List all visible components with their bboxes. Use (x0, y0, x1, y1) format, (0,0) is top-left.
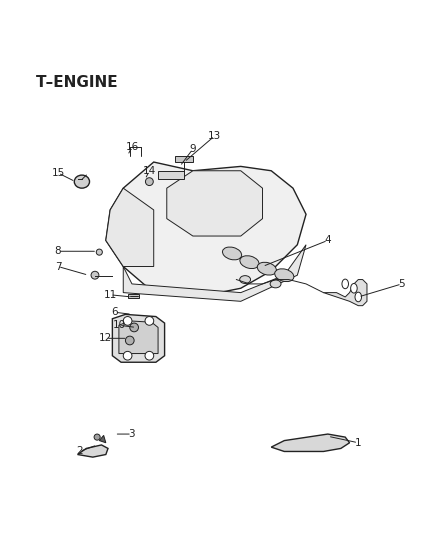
Ellipse shape (355, 292, 361, 302)
Polygon shape (167, 171, 262, 236)
Ellipse shape (145, 177, 153, 185)
Ellipse shape (96, 249, 102, 255)
Circle shape (145, 351, 154, 360)
Polygon shape (99, 435, 106, 443)
Ellipse shape (351, 284, 357, 293)
Polygon shape (106, 188, 154, 266)
Ellipse shape (240, 256, 259, 269)
Polygon shape (106, 162, 306, 297)
Text: 2: 2 (76, 447, 83, 456)
Ellipse shape (270, 280, 281, 288)
Circle shape (123, 317, 132, 325)
Text: 10: 10 (112, 320, 125, 330)
Bar (176, 156, 193, 162)
Text: 15: 15 (51, 168, 64, 178)
Ellipse shape (257, 262, 276, 275)
Ellipse shape (342, 279, 349, 289)
Circle shape (123, 351, 132, 360)
Polygon shape (158, 171, 184, 180)
Polygon shape (78, 445, 108, 457)
Text: 14: 14 (143, 166, 156, 176)
Ellipse shape (94, 434, 100, 440)
Text: 5: 5 (399, 279, 405, 289)
Ellipse shape (125, 336, 134, 345)
Text: 1: 1 (355, 438, 362, 448)
Ellipse shape (223, 247, 242, 260)
Text: 3: 3 (129, 429, 135, 439)
Polygon shape (271, 434, 350, 451)
Bar (128, 294, 139, 298)
Ellipse shape (74, 175, 89, 188)
Text: 6: 6 (111, 307, 118, 317)
Text: 7: 7 (55, 262, 61, 271)
Circle shape (145, 317, 154, 325)
Text: 11: 11 (103, 290, 117, 300)
Text: 16: 16 (125, 142, 138, 152)
Ellipse shape (130, 323, 138, 332)
Polygon shape (123, 245, 306, 301)
Text: T–ENGINE: T–ENGINE (36, 75, 119, 90)
Text: 9: 9 (190, 144, 196, 154)
Polygon shape (323, 279, 367, 305)
Text: 8: 8 (55, 246, 61, 256)
Ellipse shape (275, 269, 294, 281)
Text: 12: 12 (99, 333, 113, 343)
Polygon shape (113, 314, 165, 362)
Text: 4: 4 (325, 236, 331, 245)
Ellipse shape (91, 271, 99, 279)
Ellipse shape (240, 276, 251, 284)
Polygon shape (119, 321, 158, 353)
Text: 13: 13 (208, 131, 221, 141)
